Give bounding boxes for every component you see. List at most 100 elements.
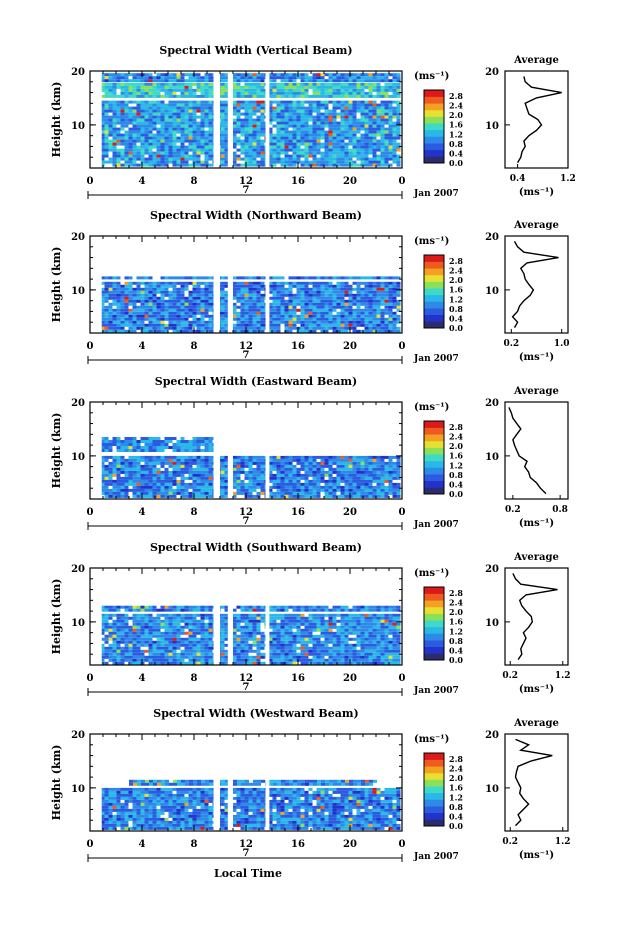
heatmap-cell (384, 311, 389, 315)
heatmap-cell (276, 85, 281, 89)
heatmap-cell (276, 455, 281, 459)
heatmap-cell (344, 148, 349, 152)
heatmap-cell (320, 293, 325, 297)
heatmap-cell (304, 109, 309, 113)
heatmap-cell (336, 79, 341, 83)
heatmap-cell (316, 118, 321, 122)
heatmap-cell (380, 91, 385, 95)
heatmap-cell (152, 118, 157, 122)
heatmap-cell (220, 127, 225, 131)
heatmap-cell (328, 142, 333, 146)
heatmap-cell (312, 124, 317, 128)
heatmap-cell (376, 160, 381, 164)
heatmap-cell (220, 88, 225, 92)
heatmap-cell (128, 458, 133, 462)
heatmap-cell (232, 464, 237, 468)
heatmap-cell (276, 299, 281, 303)
heatmap-cell (144, 88, 149, 92)
heatmap-cell (136, 449, 141, 452)
heatmap-cell (184, 79, 189, 83)
heatmap-cell (396, 106, 401, 110)
heatmap-cell (280, 284, 285, 288)
heatmap-cell (392, 305, 397, 309)
heatmap-cell (244, 458, 249, 462)
heatmap-cell (156, 461, 161, 465)
heatmap-cell (116, 100, 121, 104)
heatmap-cell (252, 118, 257, 122)
heatmap-cell (172, 103, 177, 107)
heatmap-cell (288, 139, 293, 143)
heatmap-cell (100, 127, 105, 131)
x-tick-label: 16 (291, 507, 305, 518)
heatmap-cell (124, 293, 129, 297)
heatmap-cell (160, 449, 165, 452)
heatmap-cell (308, 290, 313, 294)
heatmap-cell (144, 446, 149, 449)
heatmap-cell (380, 482, 385, 486)
heatmap-cell (328, 488, 333, 492)
heatmap-cell (296, 106, 301, 110)
heatmap-cell (128, 127, 133, 131)
heatmap-cell (248, 317, 253, 321)
heatmap-cell (144, 488, 149, 492)
colorbar-swatch (424, 90, 444, 97)
heatmap-cell (252, 157, 257, 161)
heatmap-cell (348, 311, 353, 315)
heatmap-cell (220, 94, 225, 98)
heatmap-cell (384, 281, 389, 285)
heatmap-cell (196, 613, 201, 617)
heatmap-cell (256, 276, 261, 280)
heatmap-cell (112, 121, 117, 125)
heatmap-cell (244, 290, 249, 294)
heatmap-cell (168, 133, 173, 137)
heatmap-cell (320, 479, 325, 483)
heatmap-cell (284, 458, 289, 462)
heatmap-cell (276, 464, 281, 468)
heatmap-cell (148, 157, 153, 161)
heatmap-cell (208, 488, 213, 492)
heatmap-cell (232, 467, 237, 471)
heatmap-cell (376, 94, 381, 98)
heatmap-cell (176, 154, 181, 158)
heatmap-cell (396, 163, 401, 167)
heatmap-cell (276, 88, 281, 92)
heatmap-cell (336, 299, 341, 303)
heatmap-cell (144, 299, 149, 303)
heatmap-cell (116, 464, 121, 468)
heatmap-cell (352, 320, 357, 324)
heatmap-cell (316, 151, 321, 155)
heatmap-cell (180, 461, 185, 465)
heatmap-cell (108, 302, 113, 306)
heatmap-cell (368, 314, 373, 318)
heatmap-cell (252, 476, 257, 480)
heatmap-cell (332, 76, 337, 80)
heatmap-cell (392, 115, 397, 119)
heatmap-cell (120, 124, 125, 128)
heatmap-cell (236, 163, 241, 167)
heatmap-cell (116, 293, 121, 297)
heatmap-cell (296, 136, 301, 140)
heatmap-cell (244, 106, 249, 110)
heatmap-cell (316, 136, 321, 140)
heatmap-cell (192, 437, 197, 440)
heatmap-cell (148, 127, 153, 131)
heatmap-cell (164, 613, 169, 617)
heatmap-cell (396, 145, 401, 149)
heatmap-cell (280, 136, 285, 140)
heatmap-cell (104, 476, 109, 480)
heatmap-cell (112, 443, 117, 446)
heatmap-cell (240, 94, 245, 98)
heatmap-cell (224, 124, 229, 128)
heatmap-cell (344, 488, 349, 492)
heatmap-cell (172, 311, 177, 315)
heatmap-cell (372, 79, 377, 83)
heatmap-cell (172, 326, 177, 330)
heatmap-cell (308, 124, 313, 128)
heatmap-cell (196, 446, 201, 449)
colorbar-swatch (424, 301, 444, 309)
heatmap-cell (352, 112, 357, 116)
heatmap-cell (124, 491, 129, 495)
heatmap-cell (336, 276, 341, 280)
heatmap-cell (392, 139, 397, 143)
heatmap-cell (388, 287, 393, 291)
